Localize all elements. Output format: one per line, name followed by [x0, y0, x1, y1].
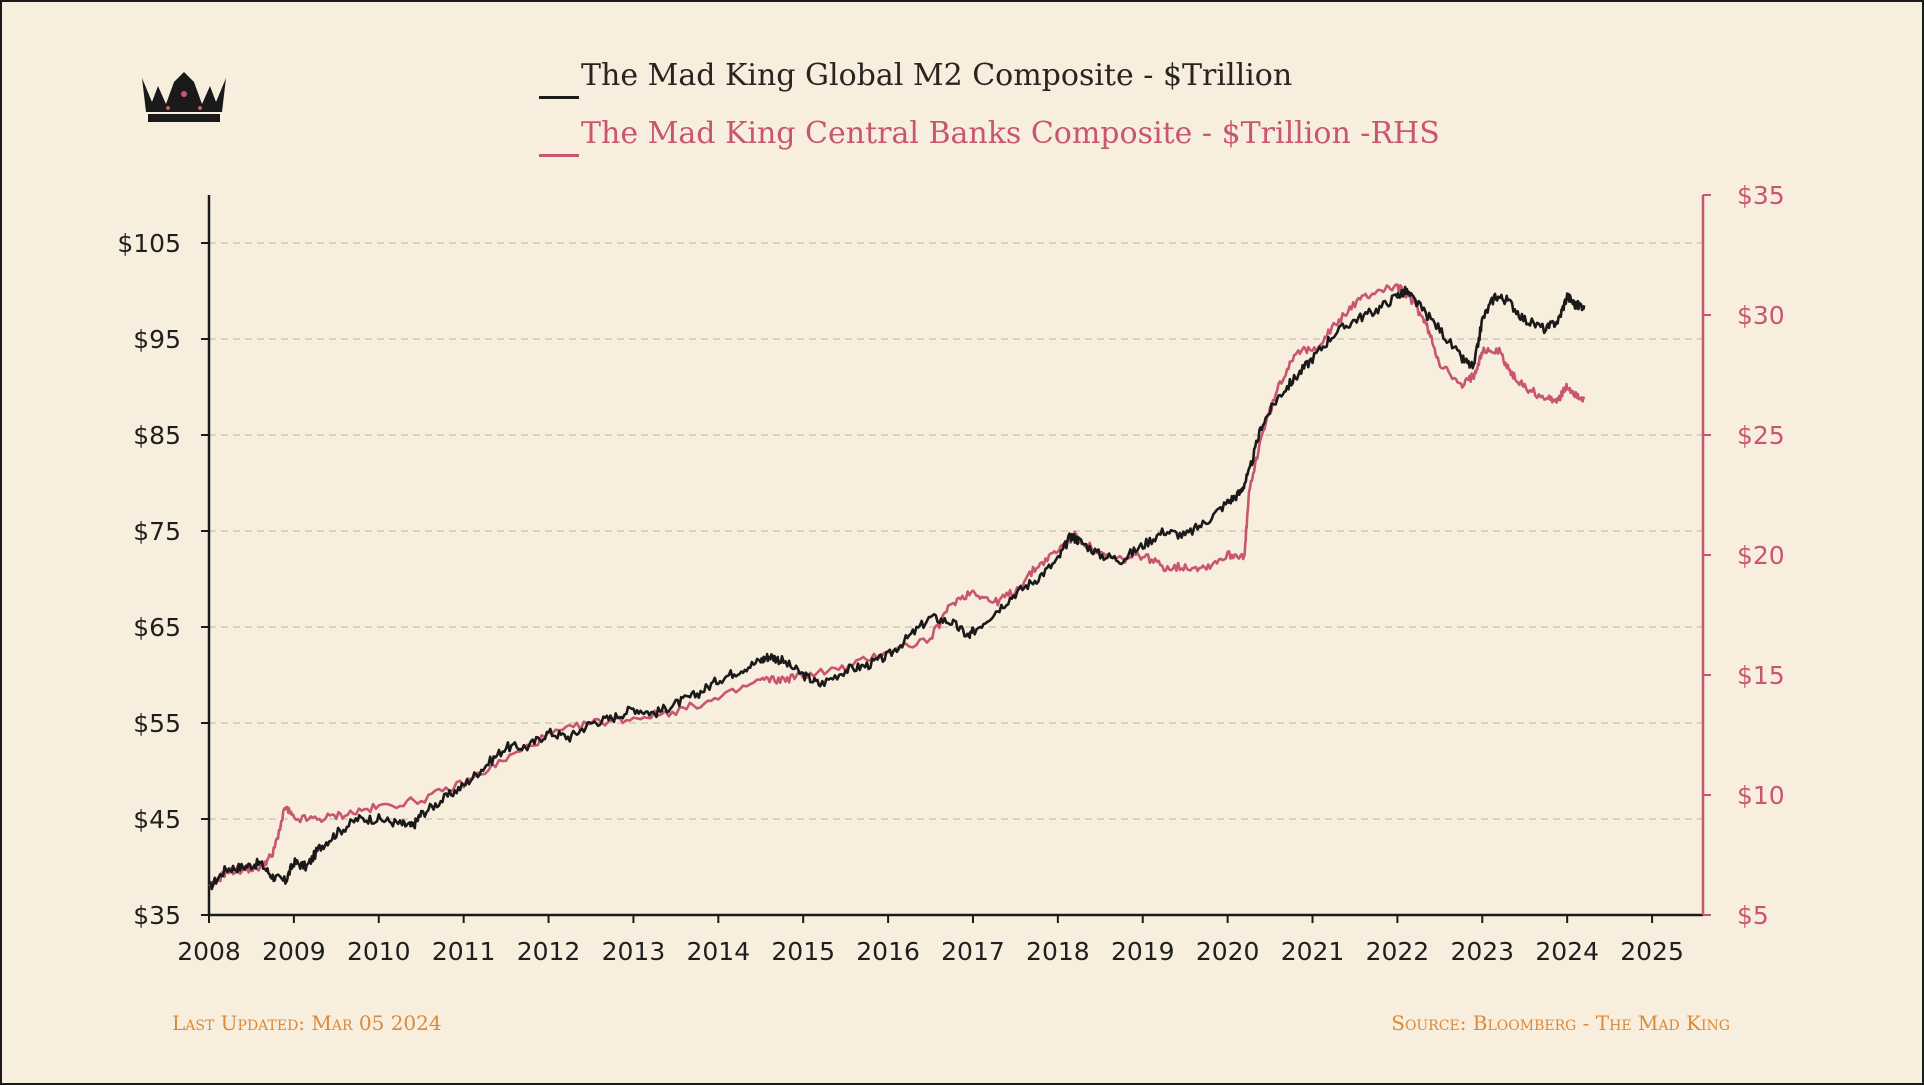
left-tick-label: $55 [133, 709, 181, 738]
x-tick-label: 2012 [517, 937, 581, 966]
left-tick-label: $75 [133, 517, 181, 546]
series-line-central-banks [208, 283, 1586, 888]
crown-icon [142, 72, 226, 122]
right-tick-label: $20 [1737, 541, 1785, 570]
x-tick-label: 2019 [1111, 937, 1175, 966]
tick-labels: $35 $45 $55 $65 $75 $85 $95 $105 $5 $10 $15 $20 $25 $… [117, 181, 1784, 966]
left-tick-label: $45 [133, 805, 181, 834]
legend-item-m2: The Mad King Global M2 Composite - $Tril… [539, 58, 1292, 99]
left-tick-label: $105 [117, 229, 181, 258]
legend-item-central-banks: The Mad King Central Banks Composite - $… [539, 116, 1440, 157]
left-tick-label: $35 [133, 901, 181, 930]
x-tick-label: 2013 [602, 937, 666, 966]
left-tick-label: $65 [133, 613, 181, 642]
x-tick-label: 2016 [856, 937, 920, 966]
x-tick-label: 2010 [347, 937, 411, 966]
x-tick-label: 2015 [771, 937, 835, 966]
last-updated-note: Last Updated: Mar 05 2024 [172, 1011, 442, 1035]
right-tick-label: $10 [1737, 781, 1785, 810]
x-tick-label: 2009 [262, 937, 326, 966]
right-tick-label: $5 [1737, 901, 1769, 930]
legend-swatch-m2 [539, 96, 579, 99]
x-tick-label: 2023 [1450, 937, 1514, 966]
right-tick-label: $25 [1737, 421, 1785, 450]
x-tick-label: 2017 [941, 937, 1005, 966]
x-tick-label: 2024 [1535, 937, 1599, 966]
right-tick-label: $15 [1737, 661, 1785, 690]
legend-label-m2: The Mad King Global M2 Composite - $Tril… [581, 58, 1293, 93]
x-tick-label: 2022 [1366, 937, 1430, 966]
x-tick-label: 2020 [1196, 937, 1260, 966]
right-tick-label: $35 [1737, 181, 1785, 210]
left-tick-label: $85 [133, 421, 181, 450]
x-tick-label: 2011 [432, 937, 496, 966]
x-tick-label: 2014 [687, 937, 751, 966]
legend-swatch-central-banks [539, 154, 579, 157]
series-lines [207, 283, 1586, 891]
legend-label-central-banks: The Mad King Central Banks Composite - $… [581, 116, 1440, 151]
right-tick-label: $30 [1737, 301, 1785, 330]
series-line-m2 [207, 285, 1586, 891]
source-note: Source: Bloomberg - The Mad King [1391, 1011, 1730, 1035]
x-tick-label: 2008 [177, 937, 241, 966]
x-tick-label: 2018 [1026, 937, 1090, 966]
x-tick-label: 2021 [1281, 937, 1345, 966]
x-tick-label: 2025 [1620, 937, 1684, 966]
left-tick-label: $95 [133, 325, 181, 354]
